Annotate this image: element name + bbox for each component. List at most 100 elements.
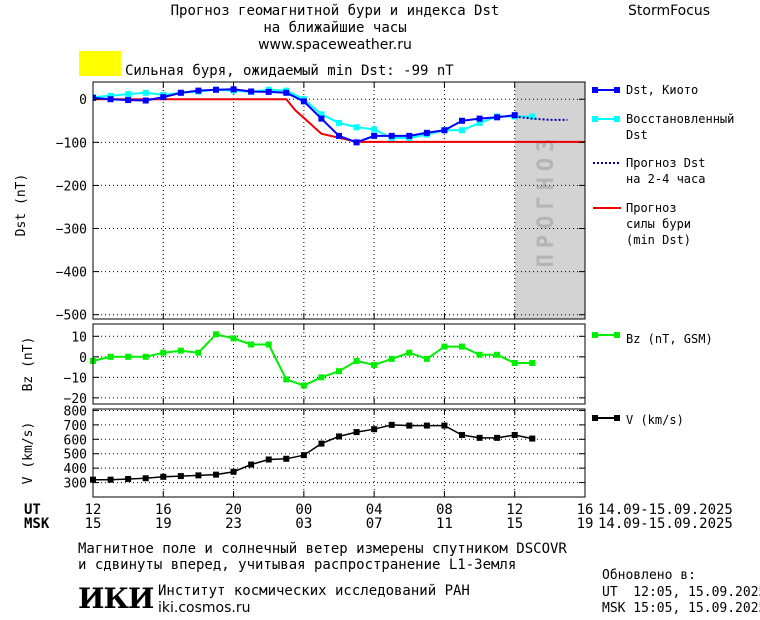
restored-dst-point <box>142 89 149 96</box>
bz-point <box>511 359 518 366</box>
v-point <box>388 421 395 428</box>
restored-dst-point <box>459 127 465 134</box>
page-title-line2: на ближайшие часы <box>263 20 407 36</box>
bz-ytick-label: −10 <box>64 371 87 386</box>
v-point <box>318 440 325 447</box>
legend: Dst, Киото Восстановленный Dst Прогноз D… <box>592 83 734 427</box>
legend-forecast-label-1: Прогноз Dst <box>626 156 705 170</box>
restored-dst-point <box>318 111 325 118</box>
v-plot-area <box>90 409 586 497</box>
bz-point <box>142 353 149 360</box>
dst-ytick-label: −100 <box>56 136 87 151</box>
v-point <box>529 435 536 442</box>
dst-panel-frame <box>92 81 586 320</box>
dst-series-layer <box>93 86 585 146</box>
v-point <box>336 433 342 440</box>
bz-point <box>230 335 237 342</box>
bz-point <box>388 355 395 362</box>
dst-kyoto-point <box>441 127 448 134</box>
v-point <box>459 431 465 438</box>
website-link[interactable]: www.spaceweather.ru <box>258 37 412 53</box>
dst-ytick-label: −300 <box>56 223 87 238</box>
institute-site-link[interactable]: iki.cosmos.ru <box>158 600 251 616</box>
bz-point <box>336 368 342 375</box>
dst-forecast-line <box>514 115 568 121</box>
bz-point <box>441 343 448 350</box>
v-ytick-label: 700 <box>64 419 87 434</box>
dst-kyoto-point <box>230 86 237 93</box>
bz-ylabel: Bz (nT) <box>21 337 36 392</box>
satellite-note-line2: и сдвинуты вперед, учитывая распростране… <box>78 557 517 573</box>
bz-point <box>213 331 219 338</box>
v-point <box>230 468 237 475</box>
legend-bz: Bz (nT, GSM) <box>592 332 713 346</box>
v-point <box>476 434 483 441</box>
legend-bz-label: Bz (nT, GSM) <box>626 332 713 346</box>
v-point <box>423 422 430 429</box>
bz-point <box>283 376 290 383</box>
dst-plot-area <box>93 82 585 319</box>
v-point <box>441 422 448 429</box>
v-point <box>283 455 290 462</box>
msk-tick-label: 11 <box>435 516 453 532</box>
ut-tick-label: 08 <box>435 502 453 518</box>
bz-point <box>265 341 272 348</box>
legend-storm-label-1: Прогноз <box>626 201 677 215</box>
v-point <box>125 475 132 482</box>
forecast-band-label: ПРОГНОЗ <box>534 133 559 268</box>
satellite-note-line1: Магнитное поле и солнечный ветер измерен… <box>78 541 567 557</box>
dst-kyoto-point <box>213 86 219 93</box>
v-point <box>300 452 307 459</box>
dst-kyoto-point <box>125 97 132 104</box>
bz-point <box>318 374 325 381</box>
restored-dst-point <box>107 92 114 99</box>
dst-kyoto-point <box>93 94 96 101</box>
bz-panel-frame <box>92 323 586 405</box>
bz-point <box>177 347 184 354</box>
restored-dst-point <box>529 113 536 120</box>
v-point <box>406 422 413 429</box>
bz-point <box>300 382 307 389</box>
ut-tick-label: 12 <box>84 502 102 518</box>
ut-tick-label: 20 <box>225 502 242 518</box>
dst-kyoto-point <box>160 94 167 101</box>
ut-tick-label: 00 <box>295 502 313 518</box>
dst-kyoto-point <box>476 115 483 122</box>
restored-dst-point <box>476 119 483 126</box>
forecast-band <box>515 82 585 319</box>
v-ytick-label: 800 <box>64 404 87 419</box>
legend-v-label: V (km/s) <box>626 413 684 427</box>
dst-kyoto-point <box>195 87 202 94</box>
legend-forecast-label-2: на 2-4 часа <box>626 172 705 186</box>
dst-kyoto-point <box>177 89 184 96</box>
iki-logo: ИКИ <box>78 582 154 615</box>
dst-kyoto-point <box>423 129 430 136</box>
ut-tick-label: 16 <box>576 502 594 518</box>
dst-ylabel: Dst (nT) <box>14 174 29 237</box>
msk-row-label: MSK <box>24 516 50 532</box>
v-ylabel: V (km/s) <box>21 422 36 485</box>
dst-ytick-label: −400 <box>56 266 87 281</box>
msk-tick-label: 19 <box>154 516 172 532</box>
bz-ytick-label: 10 <box>71 330 87 345</box>
msk-tick-label: 03 <box>295 516 313 532</box>
alert-text: Сильная буря, ожидаемый min Dst: -99 nT <box>125 63 454 79</box>
v-point <box>160 473 167 480</box>
page-title-line1: Прогноз геомагнитной бури и индекса Dst <box>170 3 500 19</box>
v-point <box>177 473 184 480</box>
dst-kyoto-point <box>248 88 255 95</box>
dst-kyoto-point <box>283 89 290 96</box>
axis-labels: 0 −100 −200 −300 −400 −500 10 0 −10 −208007006005… <box>56 82 586 497</box>
ut-tick-label: 16 <box>154 502 172 518</box>
dst-kyoto-point <box>511 112 518 119</box>
alert-color-swatch <box>79 51 121 76</box>
bz-point <box>353 357 360 364</box>
legend-restored-label-2: Dst <box>626 128 648 142</box>
updated-msk: MSK 15:05, 15.09.2025 <box>602 601 760 616</box>
bz-point <box>423 355 430 362</box>
bz-point <box>248 341 255 348</box>
legend-restored-dst: Восстановленный Dst <box>592 112 734 142</box>
restored-dst-point <box>336 119 342 126</box>
